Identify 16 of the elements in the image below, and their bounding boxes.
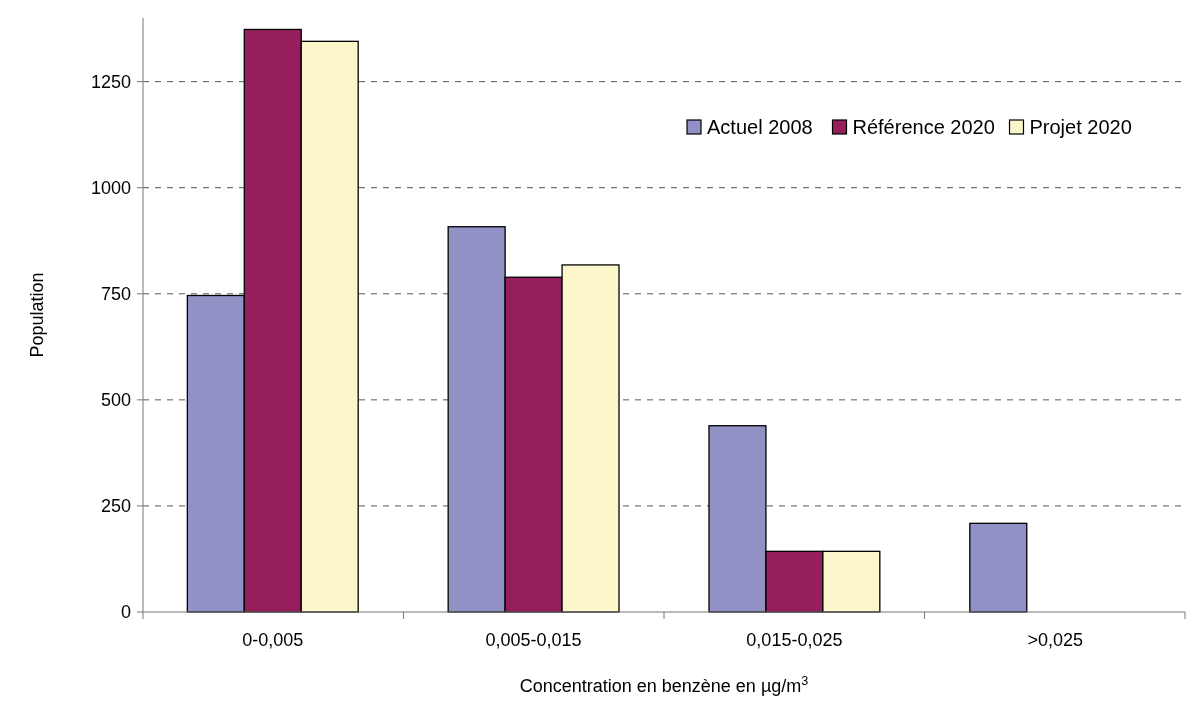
y-tick-label: 500	[100, 390, 131, 411]
y-tick-label: 1000	[90, 178, 131, 199]
y-tick-label: 250	[100, 496, 131, 517]
legend-label: Référence 2020	[852, 116, 995, 138]
x-tick-label: >0,025	[1027, 630, 1084, 650]
x-axis-title: Concentration en benzène en µg/m$^{3}$	[519, 674, 809, 696]
x-tick-label: 0-0,005	[242, 630, 304, 650]
y-tick-label: 1250	[90, 71, 131, 92]
legend-label: Actuel 2008	[707, 116, 813, 138]
x-tick-label: 0,015-0,025	[746, 630, 843, 650]
x-tick-label: 0,005-0,015	[485, 630, 582, 650]
y-tick-label: 750	[100, 284, 131, 305]
bar	[969, 522, 1028, 613]
y-axis-title: Population	[27, 272, 47, 358]
y-tick-label: 0	[120, 602, 131, 623]
legend-label: Projet 2020	[1029, 116, 1132, 138]
